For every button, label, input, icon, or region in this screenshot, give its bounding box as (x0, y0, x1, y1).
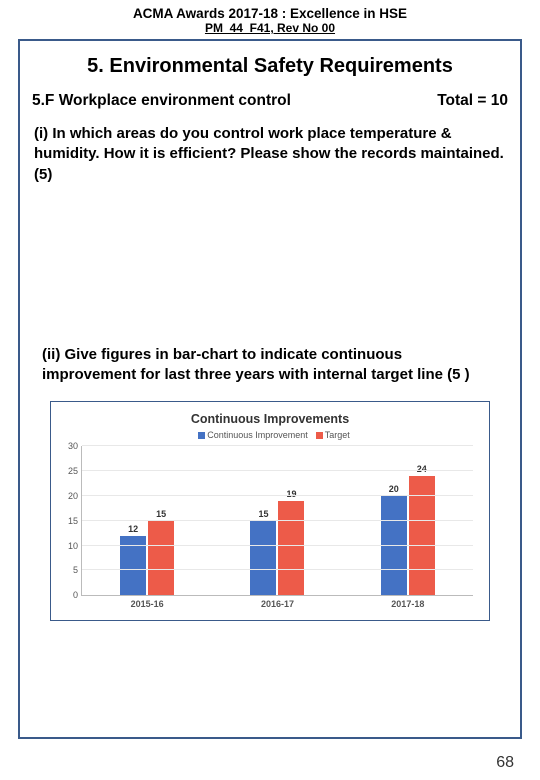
page-number: 68 (496, 754, 514, 772)
bar-group: 20242017-18 (343, 446, 473, 595)
y-tick: 10 (64, 541, 78, 551)
header-title: ACMA Awards 2017-18 : Excellence in HSE (0, 6, 540, 21)
y-tick: 20 (64, 491, 78, 501)
chart-legend: Continuous Improvement Target (63, 430, 477, 440)
bar-value-label: 15 (258, 509, 268, 519)
gridline (82, 495, 473, 496)
question-1: (i) In which areas do you control work p… (34, 124, 506, 185)
bar-value-label: 15 (156, 509, 166, 519)
bar-value-label: 12 (128, 524, 138, 534)
bar-value-label: 24 (417, 464, 427, 474)
bar-value-label: 20 (389, 484, 399, 494)
legend-label: Continuous Improvement (207, 430, 308, 440)
bar-target: 19 (278, 501, 304, 595)
y-tick: 0 (64, 590, 78, 600)
x-category-label: 2016-17 (212, 599, 342, 609)
section-title: 5. Environmental Safety Requirements (28, 55, 512, 78)
bar-value-label: 19 (286, 489, 296, 499)
bar-continuous: 15 (250, 521, 276, 596)
gridline (82, 520, 473, 521)
main-content-box: 5. Environmental Safety Requirements 5.F… (18, 39, 522, 739)
x-category-label: 2017-18 (343, 599, 473, 609)
chart-plot-area: 12152015-1615192016-1720242017-18 051015… (81, 446, 473, 596)
chart-bars: 12152015-1615192016-1720242017-18 (82, 446, 473, 595)
gridline (82, 470, 473, 471)
chart-container: Continuous Improvements Continuous Impro… (50, 401, 490, 621)
y-tick: 25 (64, 466, 78, 476)
subsection-label: 5.F Workplace environment control (32, 92, 291, 110)
legend-swatch (198, 432, 205, 439)
subtitle-row: 5.F Workplace environment control Total … (32, 92, 508, 110)
legend-swatch (316, 432, 323, 439)
y-tick: 15 (64, 516, 78, 526)
legend-label: Target (325, 430, 350, 440)
bar-group: 12152015-16 (82, 446, 212, 595)
header-ref: PM_44_F41, Rev No 00 (0, 21, 540, 35)
document-header: ACMA Awards 2017-18 : Excellence in HSE … (0, 0, 540, 37)
y-tick: 30 (64, 441, 78, 451)
question-2: (ii) Give figures in bar-chart to indica… (42, 345, 498, 386)
x-category-label: 2015-16 (82, 599, 212, 609)
bar-group: 15192016-17 (212, 446, 342, 595)
gridline (82, 569, 473, 570)
y-tick: 5 (64, 565, 78, 575)
chart-title: Continuous Improvements (63, 412, 477, 426)
total-label: Total = 10 (437, 92, 508, 110)
gridline (82, 545, 473, 546)
gridline (82, 445, 473, 446)
bar-target: 15 (148, 521, 174, 596)
